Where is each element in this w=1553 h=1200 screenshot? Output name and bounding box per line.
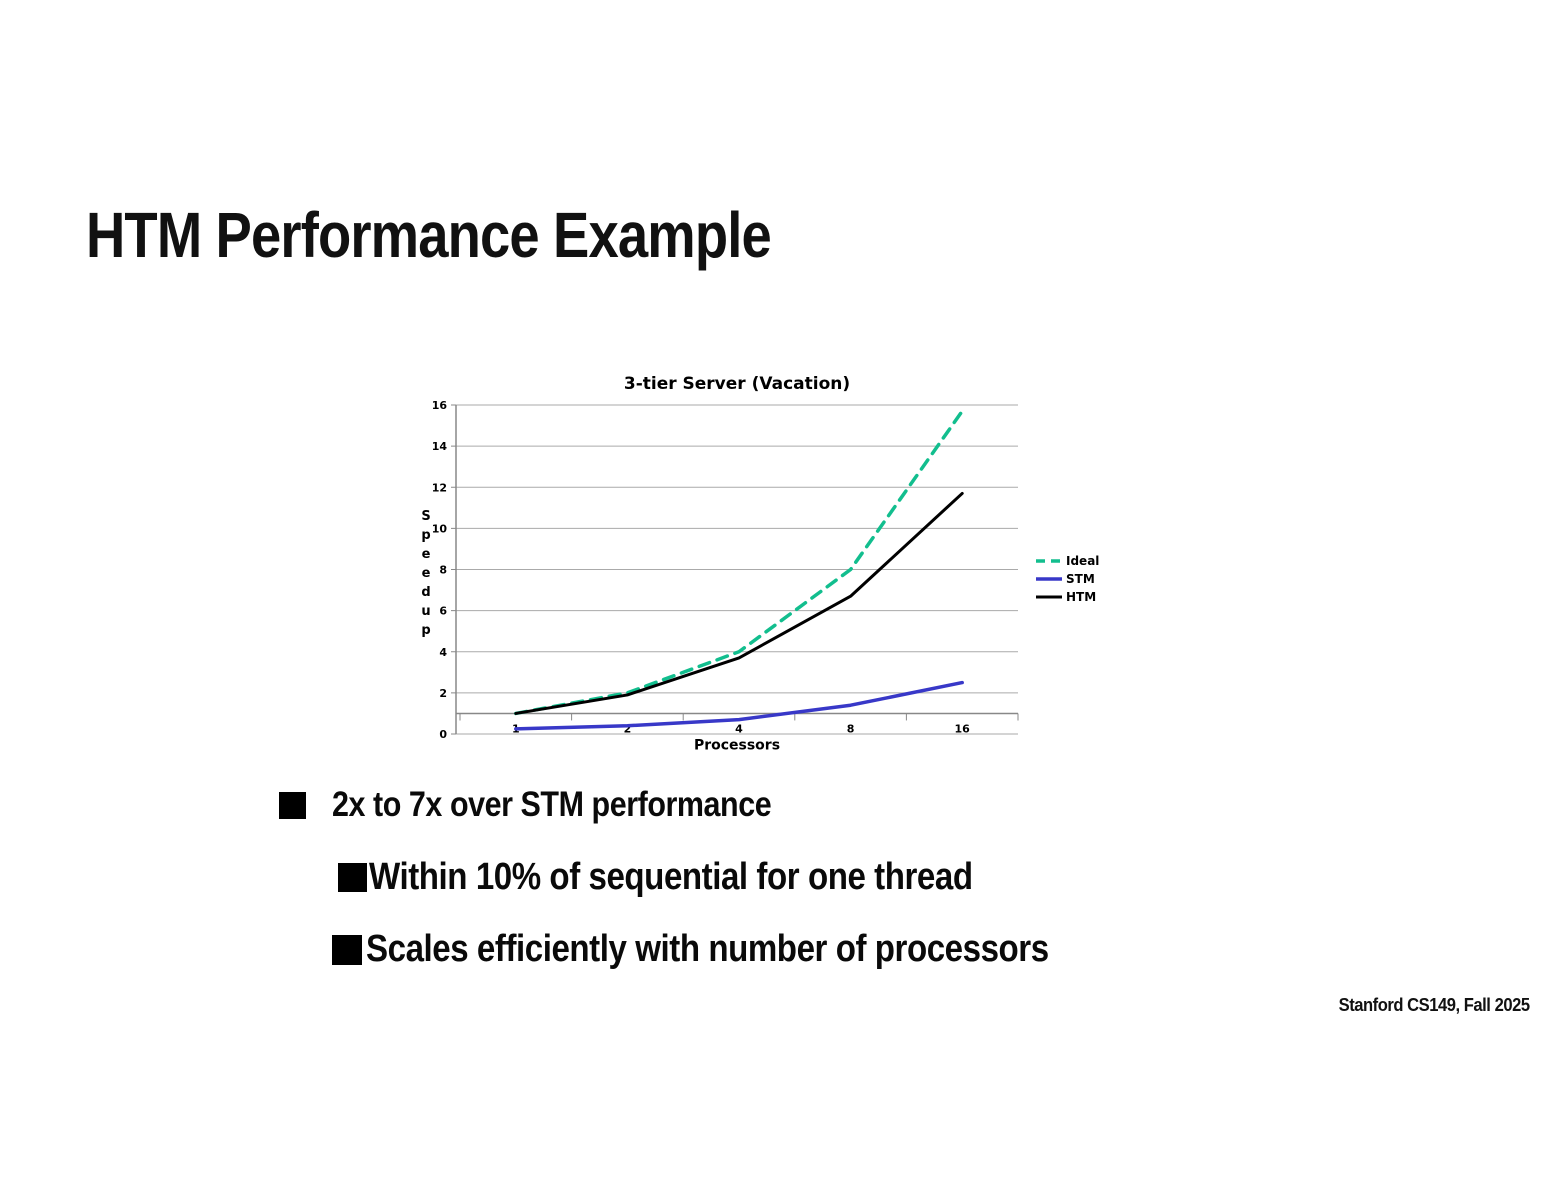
legend-label: Ideal: [1066, 554, 1099, 568]
y-tick-label: 12: [432, 481, 447, 494]
y-tick-label: 2: [439, 687, 447, 700]
x-tick-label: 4: [735, 722, 743, 735]
page-title: HTM Performance Example: [86, 199, 772, 271]
y-axis-label-letter: u: [421, 604, 430, 619]
series-line-htm: [514, 491, 964, 715]
x-tick-label: 2: [624, 722, 632, 735]
y-tick-label: 0: [439, 728, 447, 741]
bullet-square-icon: [338, 863, 367, 892]
bullet-item: 2x to 7x over STM performance: [279, 785, 837, 825]
y-axis-label-letter: S: [421, 509, 430, 524]
y-tick-label: 4: [439, 646, 447, 659]
x-tick-label: 8: [847, 722, 855, 735]
y-tick-label: 16: [432, 399, 448, 412]
y-axis-label-letter: e: [422, 547, 431, 562]
series-line-ideal: [514, 409, 964, 716]
legend-label: STM: [1066, 572, 1095, 586]
bullet-item: Scales efficiently with number of proces…: [332, 928, 1151, 971]
chart-figure: 0 2 4 6 8 10 12 14 16 1 2 4 8 16 3-tier Server (Vacati…: [400, 365, 1120, 765]
y-axis-label-letter: d: [421, 585, 430, 600]
y-axis-label-letter: p: [421, 528, 430, 543]
y-tick-label: 6: [439, 605, 447, 618]
y-tick-label: 10: [432, 522, 448, 535]
series-line-stm: [514, 680, 964, 731]
y-axis-label-letter: p: [421, 623, 430, 638]
slide-footer: Stanford CS149, Fall 2025: [1339, 995, 1530, 1015]
x-axis-label: Processors: [694, 737, 780, 753]
legend-label: HTM: [1066, 590, 1096, 604]
y-tick-label: 8: [439, 564, 447, 577]
bullet-square-icon: [279, 791, 306, 819]
bullet-square-icon: [332, 934, 362, 965]
bullet-text: Within 10% of sequential for one thread: [369, 856, 973, 898]
bullet-item: Within 10% of sequential for one thread: [338, 856, 1063, 899]
chart-title: 3-tier Server (Vacation): [624, 374, 850, 394]
y-tick-label: 14: [432, 440, 448, 453]
x-tick-label: 16: [955, 722, 971, 735]
y-axis-label-letter: e: [422, 566, 431, 581]
bullet-text: 2x to 7x over STM performance: [332, 785, 772, 824]
bullet-text: Scales efficiently with number of proces…: [366, 928, 1049, 970]
